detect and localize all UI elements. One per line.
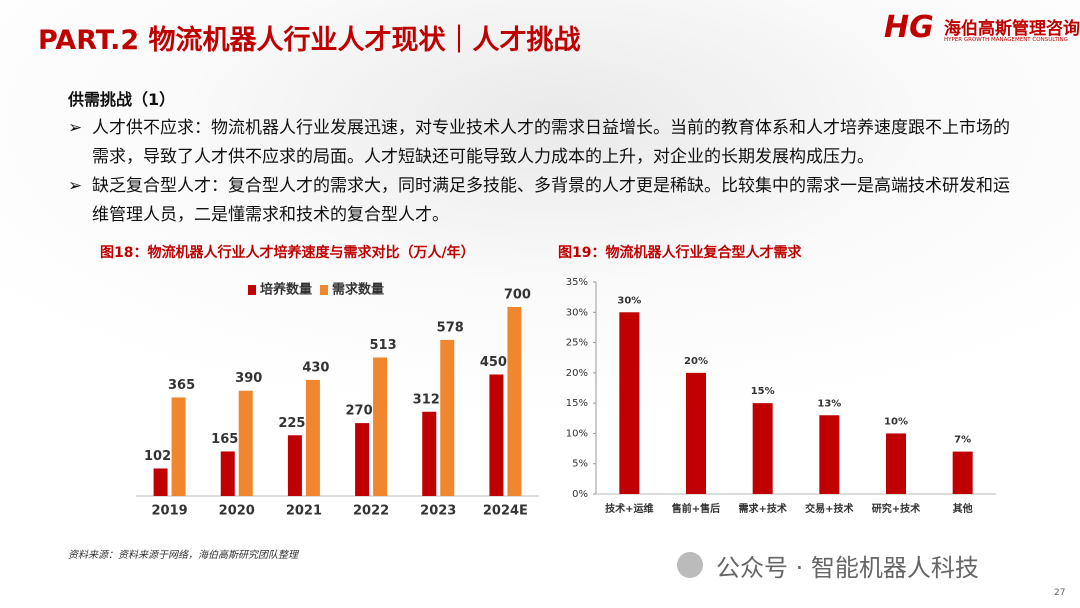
watermark-icon [677, 552, 703, 578]
bullet-text: 人才供不应求：物流机器人行业发展迅速，对专业技术人才的需求日益增长。当前的教育体… [92, 118, 1010, 167]
watermark: 公众号 · 智能机器人科技 [716, 554, 979, 582]
x-tick-label: 技术+运维 [605, 502, 653, 515]
value-label: 430 [302, 360, 329, 375]
x-tick-label: 售前+售后 [672, 502, 720, 515]
bar [238, 390, 253, 496]
page-number: 27 [1054, 588, 1066, 598]
x-tick-label: 2020 [219, 504, 255, 519]
value-label: 7% [954, 435, 971, 446]
bullet: ➢ 人才供不应求：物流机器人行业发展迅速，对专业技术人才的需求日益增长。当前的教育… [68, 114, 1023, 172]
logo-name: 海伯高斯管理咨询 [944, 19, 1080, 39]
legend-label: 需求数量 [332, 282, 384, 298]
bar [952, 451, 973, 494]
bar [422, 411, 437, 496]
y-tick-label: 0% [572, 489, 588, 500]
value-label: 450 [480, 355, 507, 370]
x-tick-label: 2022 [353, 504, 389, 519]
value-label: 30% [617, 295, 641, 306]
y-tick-label: 25% [566, 338, 588, 349]
bar [355, 423, 370, 496]
bullet: ➢ 缺乏复合型人才：复合型人才的需求大，同时满足多技能、多背景的人才更是稀缺。比较… [68, 172, 1023, 230]
value-label: 102 [144, 449, 171, 464]
value-label: 20% [684, 356, 708, 367]
bar [752, 403, 773, 494]
bar [686, 372, 706, 494]
legend-swatch [248, 285, 256, 295]
value-label: 15% [751, 386, 775, 397]
section-heading: 供需挑战（1） [68, 90, 176, 109]
x-tick-label: 2023 [420, 504, 456, 519]
x-tick-label: 研究+技术 [872, 502, 920, 515]
y-tick-label: 10% [566, 428, 588, 439]
logo-sub: HYPER GROWTH MANAGEMENT CONSULTING [944, 37, 1068, 43]
bar [287, 435, 302, 496]
value-label: 578 [437, 320, 464, 335]
bullet-text: 缺乏复合型人才：复合型人才的需求大，同时满足多技能、多背景的人才更是稀缺。比较集… [92, 176, 1010, 225]
bar [440, 339, 455, 496]
bar [619, 312, 640, 494]
value-label: 390 [235, 371, 262, 386]
bar [171, 397, 186, 496]
chart-title: 图19：物流机器人行业复合型人才需求 [558, 245, 802, 261]
slide-title: PART.2 物流机器人行业人才现状｜人才挑战 [38, 25, 581, 56]
x-tick-label: 其他 [953, 502, 973, 515]
x-tick-label: 交易+技术 [805, 502, 853, 515]
logo-mark: HG [884, 10, 934, 45]
bar [305, 379, 320, 496]
y-tick-label: 15% [566, 398, 588, 409]
value-label: 10% [884, 416, 908, 427]
bar [153, 468, 168, 496]
bar [819, 415, 840, 494]
value-label: 312 [413, 392, 440, 407]
value-label: 700 [504, 288, 531, 303]
value-label: 13% [817, 398, 841, 409]
y-tick-label: 5% [572, 459, 588, 470]
legend-label: 培养数量 [260, 282, 312, 298]
value-label: 225 [278, 416, 305, 431]
value-label: 365 [168, 378, 195, 393]
bar [373, 357, 388, 496]
x-tick-label: 2021 [286, 504, 322, 519]
bar [489, 374, 504, 496]
legend-swatch [320, 285, 328, 295]
y-tick-label: 35% [566, 277, 588, 288]
value-label: 270 [346, 404, 373, 419]
source-note: 资料来源：资料来源于网络，海伯高斯研究团队整理 [68, 550, 298, 561]
y-tick-label: 30% [566, 307, 588, 318]
bar [220, 451, 235, 496]
bar [507, 307, 522, 496]
chart-title: 图18：物流机器人行业人才培养速度与需求对比（万人/年） [100, 245, 475, 261]
x-tick-label: 2024E [483, 504, 528, 519]
x-tick-label: 需求+技术 [738, 502, 786, 515]
value-label: 165 [211, 432, 238, 447]
bar [886, 433, 906, 494]
x-tick-label: 2019 [151, 504, 187, 519]
value-label: 513 [370, 338, 397, 353]
y-tick-label: 20% [566, 368, 588, 379]
